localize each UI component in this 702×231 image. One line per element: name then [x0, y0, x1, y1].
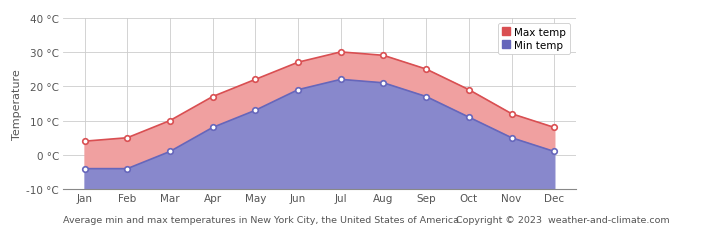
Text: Average min and max temperatures in New York City, the United States of America: Average min and max temperatures in New … [63, 215, 459, 224]
Y-axis label: Temperature: Temperature [12, 69, 22, 139]
Text: Copyright © 2023  weather-and-climate.com: Copyright © 2023 weather-and-climate.com [456, 215, 670, 224]
Legend: Max temp, Min temp: Max temp, Min temp [498, 24, 571, 55]
